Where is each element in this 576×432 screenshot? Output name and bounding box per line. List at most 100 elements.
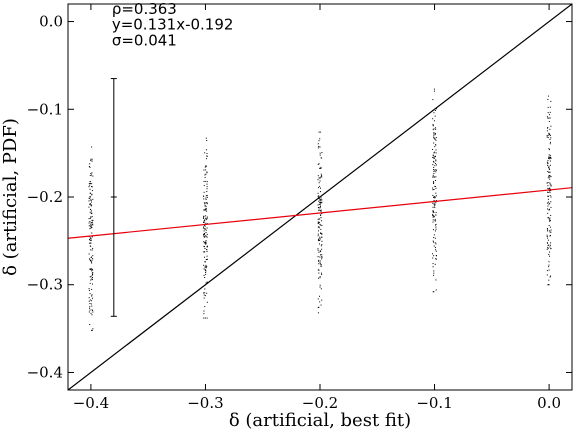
scatter-point bbox=[434, 163, 436, 165]
scatter-point bbox=[548, 195, 549, 197]
scatter-point bbox=[204, 224, 206, 226]
scatter-point bbox=[206, 191, 208, 193]
scatter-point bbox=[91, 183, 93, 185]
scatter-point bbox=[319, 262, 321, 264]
scatter-point bbox=[89, 195, 91, 197]
scatter-point bbox=[549, 192, 551, 194]
x-axis-label: δ (artificial, best fit) bbox=[229, 410, 411, 431]
scatter-point bbox=[206, 171, 208, 173]
scatter-point bbox=[91, 186, 93, 188]
scatter-point bbox=[205, 165, 207, 167]
scatter-point bbox=[317, 147, 319, 149]
scatter-point bbox=[89, 259, 91, 261]
scatter-point bbox=[432, 194, 434, 196]
scatter-point bbox=[206, 165, 207, 167]
scatter-point bbox=[546, 202, 548, 204]
scatter-point bbox=[434, 247, 436, 249]
scatter-point bbox=[435, 279, 437, 281]
scatter-point bbox=[433, 120, 435, 122]
scatter-point bbox=[549, 251, 551, 253]
scatter-point bbox=[550, 157, 552, 159]
scatter-point bbox=[203, 268, 205, 270]
scatter-point bbox=[206, 155, 208, 157]
scatter-point bbox=[548, 171, 550, 173]
scatter-point bbox=[206, 292, 208, 294]
scatter-point bbox=[91, 236, 93, 238]
scatter-point bbox=[433, 136, 435, 138]
scatter-point bbox=[89, 184, 91, 186]
scatter-point bbox=[90, 279, 92, 281]
scatter-point bbox=[548, 269, 550, 271]
scatter-point bbox=[319, 243, 321, 245]
scatter-point bbox=[205, 272, 207, 274]
scatter-point bbox=[435, 226, 437, 228]
scatter-point bbox=[546, 274, 548, 276]
scatter-point bbox=[91, 300, 93, 302]
scatter-point bbox=[435, 128, 437, 130]
scatter-point bbox=[549, 157, 551, 159]
scatter-point bbox=[433, 274, 435, 276]
scatter-point bbox=[91, 329, 93, 331]
scatter-point bbox=[206, 301, 208, 303]
scatter-point bbox=[547, 160, 549, 162]
scatter-point bbox=[432, 187, 434, 189]
scatter-point bbox=[203, 292, 205, 294]
scatter-point bbox=[550, 184, 552, 186]
scatter-point bbox=[319, 286, 321, 288]
scatter-point bbox=[548, 225, 550, 227]
scatter-point bbox=[321, 157, 323, 159]
scatter-point bbox=[204, 228, 206, 230]
scatter-point bbox=[203, 274, 205, 276]
scatter-point bbox=[205, 219, 207, 221]
scatter-point bbox=[318, 131, 320, 133]
scatter-point bbox=[549, 111, 551, 113]
scatter-point bbox=[321, 176, 323, 178]
scatter-point bbox=[550, 190, 552, 192]
scatter-point bbox=[433, 241, 435, 243]
scatter-point bbox=[434, 132, 436, 134]
scatter-point bbox=[203, 209, 205, 211]
scatter-point bbox=[89, 181, 91, 183]
scatter-point bbox=[318, 209, 320, 211]
scatter-point bbox=[321, 199, 323, 201]
scatter-point bbox=[433, 212, 435, 214]
scatter-point bbox=[550, 242, 552, 244]
scatter-point bbox=[435, 144, 437, 146]
scatter-point bbox=[89, 245, 91, 247]
scatter-point bbox=[550, 206, 552, 208]
scatter-point bbox=[317, 312, 319, 314]
scatter-point bbox=[434, 220, 436, 222]
scatter-point bbox=[205, 229, 207, 231]
scatter-point bbox=[433, 205, 435, 207]
scatter-point bbox=[89, 192, 91, 194]
scatter-point bbox=[550, 214, 552, 216]
scatter-point bbox=[549, 182, 551, 184]
scatter-point bbox=[432, 154, 434, 156]
scatter-point bbox=[205, 202, 207, 204]
scatter-point bbox=[549, 176, 551, 178]
scatter-point bbox=[433, 181, 435, 183]
scatter-point bbox=[202, 195, 204, 197]
scatter-point bbox=[549, 234, 551, 236]
scatter-point bbox=[547, 284, 549, 286]
scatter-point bbox=[319, 263, 321, 265]
scatter-point bbox=[318, 221, 320, 223]
scatter-point bbox=[205, 264, 207, 266]
scatter-point bbox=[92, 309, 94, 311]
y-tick-label: −0.4 bbox=[27, 363, 63, 381]
scatter-point bbox=[321, 244, 323, 246]
scatter-point bbox=[435, 255, 437, 257]
scatter-point bbox=[433, 215, 435, 217]
scatter-point bbox=[204, 267, 206, 269]
scatter-point bbox=[435, 179, 437, 181]
scatter-point bbox=[92, 311, 94, 313]
scatter-point bbox=[548, 148, 550, 150]
scatter-point bbox=[434, 237, 436, 239]
scatter-point bbox=[91, 278, 93, 280]
scatter-point bbox=[88, 206, 90, 208]
scatter-point bbox=[203, 233, 204, 235]
scatter-point bbox=[320, 210, 322, 212]
scatter-point bbox=[204, 152, 206, 154]
scatter-point bbox=[547, 117, 549, 119]
scatter-point bbox=[88, 200, 90, 202]
